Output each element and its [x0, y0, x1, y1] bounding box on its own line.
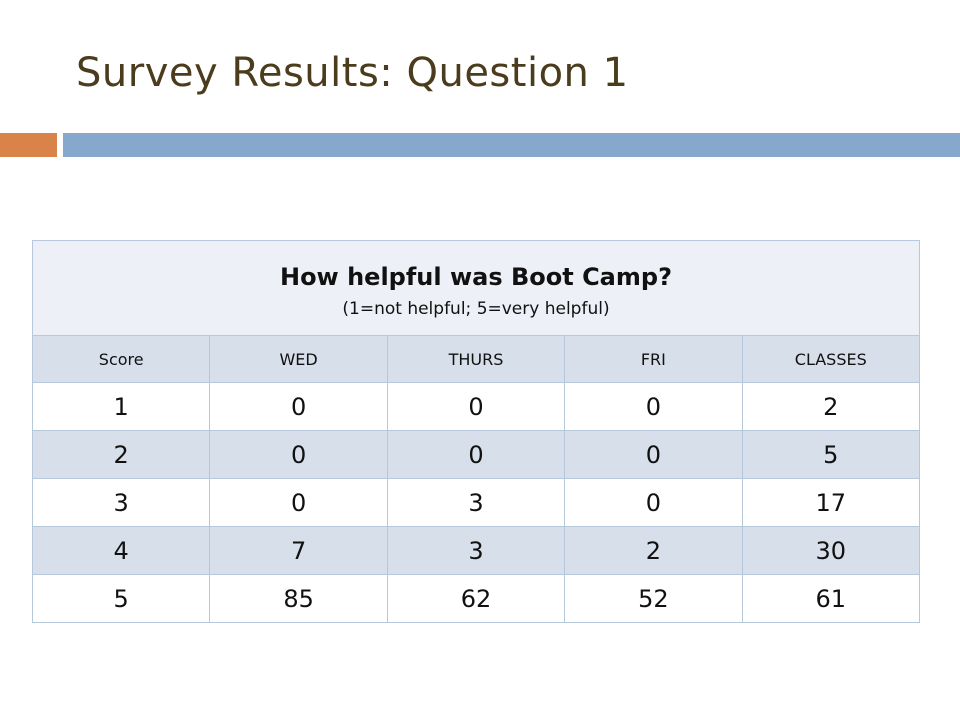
title-accent-bar	[0, 133, 57, 157]
table-cell: 3	[31, 478, 211, 527]
column-header-classes: CLASSES	[741, 335, 921, 383]
table-cell: 85	[209, 574, 388, 623]
table-subtitle: (1=not helpful; 5=very helpful)	[342, 299, 610, 319]
table-cell: 2	[564, 526, 743, 575]
table-cell: 0	[564, 382, 743, 431]
table-cell: 62	[386, 574, 566, 623]
table-cell: 52	[564, 574, 743, 623]
slide-title: Survey Results: Question 1	[76, 50, 629, 96]
column-header-wed: WED	[209, 335, 388, 383]
column-header-score: Score	[31, 335, 211, 383]
table-row: 3 0 3 0 17	[31, 478, 921, 527]
column-header-fri: FRI	[564, 335, 743, 383]
table-cell: 0	[209, 430, 388, 479]
table-cell: 3	[386, 526, 566, 575]
table-cell: 0	[386, 382, 566, 431]
table-cell: 4	[31, 526, 211, 575]
header-row: Score WED THURS FRI CLASSES	[31, 335, 921, 383]
table-row: 1 0 0 0 2	[31, 382, 921, 431]
caption-row: How helpful was Boot Camp? (1=not helpfu…	[32, 240, 920, 336]
table-cell: 5	[741, 430, 921, 479]
table-cell: 0	[209, 382, 388, 431]
table-cell: 1	[31, 382, 211, 431]
table-cell: 30	[741, 526, 921, 575]
table-cell: 61	[741, 574, 921, 623]
table-cell: 0	[209, 478, 388, 527]
table-cell: 0	[564, 478, 743, 527]
table-caption: How helpful was Boot Camp? (1=not helpfu…	[32, 240, 920, 336]
column-header-thurs: THURS	[386, 335, 566, 383]
table-cell: 2	[741, 382, 921, 431]
table-cell: 0	[564, 430, 743, 479]
table-row: 2 0 0 0 5	[31, 430, 921, 479]
table-cell: 17	[741, 478, 921, 527]
table-cell: 7	[209, 526, 388, 575]
table-cell: 0	[386, 430, 566, 479]
table-cell: 5	[31, 574, 211, 623]
table-cell: 2	[31, 430, 211, 479]
survey-results-table: How helpful was Boot Camp? (1=not helpfu…	[31, 240, 921, 623]
title-rule	[63, 133, 960, 157]
table-cell: 3	[386, 478, 566, 527]
table-title: How helpful was Boot Camp?	[279, 263, 672, 291]
table-row: 4 7 3 2 30	[31, 526, 921, 575]
table-row: 5 85 62 52 61	[31, 574, 921, 623]
